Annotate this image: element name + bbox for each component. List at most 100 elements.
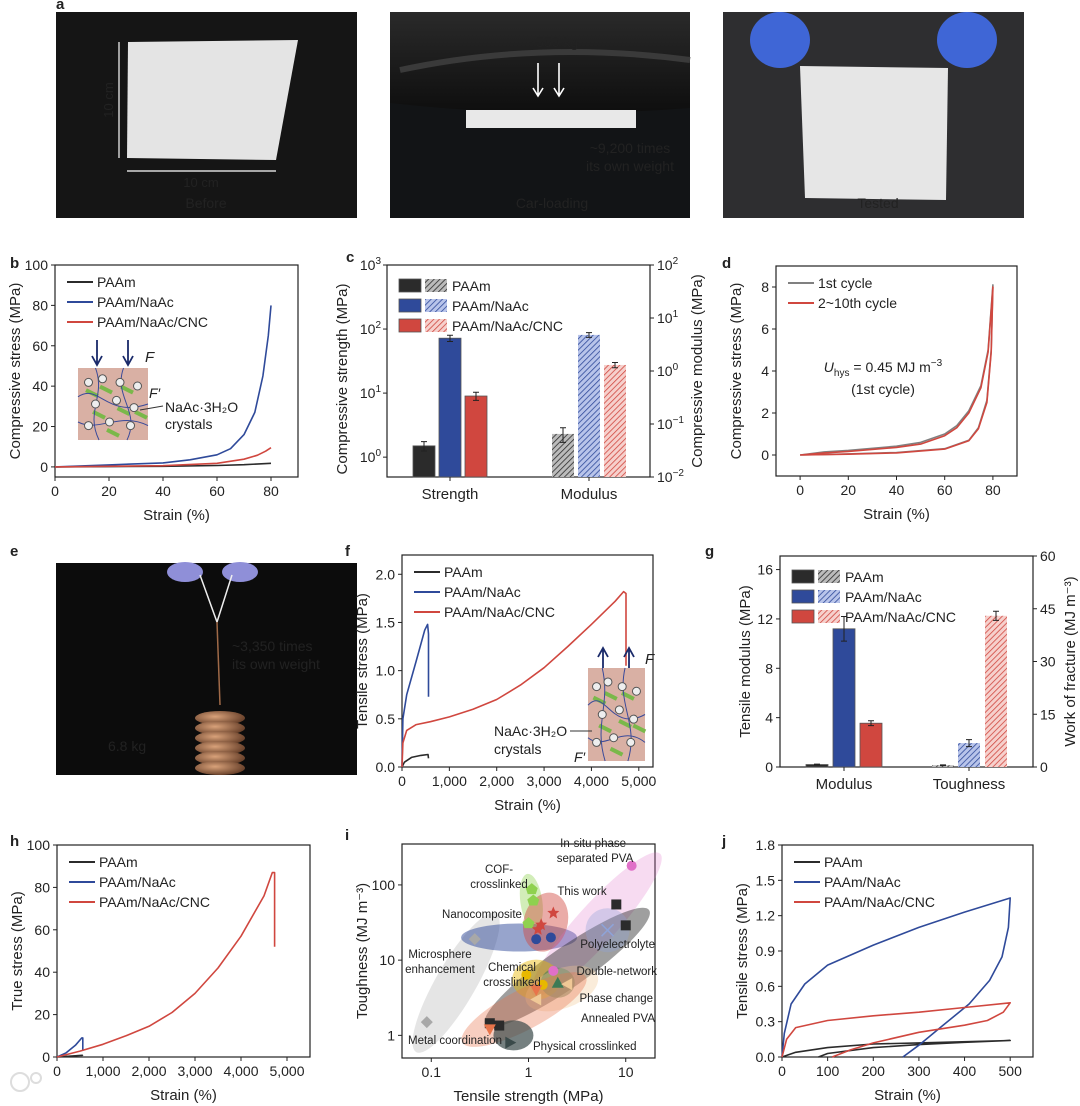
inset-label: NaAc·3H₂O bbox=[494, 723, 567, 739]
photo-caption: Before bbox=[185, 195, 226, 211]
category-label: Toughness bbox=[933, 776, 1006, 793]
cnc-rod bbox=[92, 410, 106, 420]
error-bar bbox=[612, 361, 618, 369]
y-tick-label: 12 bbox=[757, 611, 773, 627]
region-double-network bbox=[484, 907, 650, 1028]
y-tick-label: 1 bbox=[387, 1027, 395, 1043]
bar-toughness-paam-naac bbox=[958, 743, 980, 767]
cnc-rod bbox=[603, 691, 618, 701]
series-line-paam bbox=[781, 1039, 1012, 1058]
y-tick-label: 1.5 bbox=[756, 872, 776, 888]
x-tick-label: 3,000 bbox=[177, 1063, 212, 1079]
y-tick-label: 8 bbox=[765, 660, 773, 676]
crystal-particle bbox=[84, 421, 93, 431]
series-line-paam-naac-cnc bbox=[401, 590, 627, 768]
y2-tick-label: 10−1 bbox=[657, 415, 684, 432]
bar-modulus-paam bbox=[552, 433, 574, 477]
x-tick-label: 300 bbox=[907, 1063, 931, 1079]
crystal-particle bbox=[126, 421, 135, 431]
crystal-particle bbox=[592, 682, 602, 692]
x-axis-label: Strain (%) bbox=[874, 1087, 941, 1104]
data-point bbox=[601, 923, 615, 937]
y2-tick-label: 30 bbox=[1040, 654, 1056, 670]
data-point bbox=[547, 906, 560, 919]
hysteresis-annotation: Uhys = 0.45 MJ m−3 bbox=[824, 358, 943, 379]
y-tick-label: 2 bbox=[761, 405, 769, 421]
cnc-rod bbox=[106, 428, 120, 438]
x-tick-label: 20 bbox=[841, 482, 857, 498]
cnc-rod bbox=[120, 384, 134, 395]
crystal-particle bbox=[626, 737, 636, 747]
y-axis-label: Tensile modulus (MPa) bbox=[737, 585, 754, 738]
data-point bbox=[494, 1020, 505, 1031]
ratio-label: its own weight bbox=[232, 656, 320, 672]
watermark-icon bbox=[30, 1072, 42, 1084]
group-label: Double-network bbox=[576, 966, 657, 978]
y2-axis-label: Work of fracture (MJ m⁻³) bbox=[1062, 576, 1079, 746]
ratio-label: its own weight bbox=[586, 158, 674, 174]
region-microsphere-enhancement bbox=[412, 912, 500, 1053]
panel-label-e: e bbox=[10, 543, 18, 560]
crystal-particle bbox=[112, 395, 121, 405]
x-tick-label: 2,000 bbox=[479, 773, 514, 789]
y-tick-label: 10 bbox=[379, 952, 395, 968]
group-label: Physical crosslinked bbox=[533, 1041, 637, 1053]
load-label: ~550 kg bbox=[528, 34, 578, 50]
y-axis-label: True stress (MPa) bbox=[9, 891, 26, 1010]
photo-tested: Tested bbox=[723, 12, 1024, 218]
x-axis-label: Strain (%) bbox=[494, 797, 561, 814]
legend-swatch-solid bbox=[398, 318, 422, 333]
cnc-rod bbox=[134, 410, 148, 420]
plot-frame bbox=[401, 554, 654, 768]
inset-label: crystals bbox=[165, 416, 212, 432]
series-line-paam-naac-cnc bbox=[781, 1001, 1012, 1058]
x-axis-label: Strain (%) bbox=[863, 506, 930, 523]
group-label: Annealed PVA bbox=[581, 1013, 655, 1025]
plot-frame bbox=[781, 844, 1034, 1058]
error-bar bbox=[421, 441, 427, 452]
crystal-particle bbox=[91, 399, 100, 409]
panel-label-c: c bbox=[346, 249, 354, 266]
data-point bbox=[531, 922, 544, 935]
error-bar bbox=[560, 427, 566, 443]
legend-label: 1st cycle bbox=[818, 275, 873, 291]
y-tick-label: 1.5 bbox=[376, 614, 396, 630]
crystal-particle bbox=[609, 733, 619, 743]
hysteresis-annotation-line2: (1st cycle) bbox=[851, 381, 915, 397]
legend-label: PAAm/NaAc bbox=[824, 874, 901, 890]
y-tick-label: 100 bbox=[25, 257, 49, 273]
y-tick-label: 60 bbox=[32, 338, 48, 354]
legend-label: PAAm/NaAc bbox=[99, 874, 176, 890]
error-bar bbox=[993, 610, 999, 621]
photo-car-loading: ~550 kg ~9,200 times its own weight Car-loa… bbox=[390, 12, 691, 218]
x-tick-label: 20 bbox=[101, 483, 117, 499]
legend-swatch-hatched bbox=[818, 610, 840, 623]
x-tick-label: 1,000 bbox=[85, 1063, 120, 1079]
force-label: F bbox=[645, 651, 655, 668]
x-tick-label: 10 bbox=[618, 1064, 634, 1080]
data-point bbox=[561, 978, 573, 991]
y-tick-label: 20 bbox=[32, 419, 48, 435]
legend-label: PAAm/NaAc/CNC bbox=[824, 894, 935, 910]
mass-label: 6.8 kg bbox=[108, 738, 146, 754]
chart-c: Strength Modulus PAAm PAAm/NaAc PAAm/NaAc/CN… bbox=[334, 256, 706, 503]
y-axis-label: Compressive strength (MPa) bbox=[334, 284, 351, 475]
y2-tick-label: 60 bbox=[1040, 548, 1056, 564]
panel-label-i: i bbox=[345, 827, 349, 844]
group-label: Nanocomposite bbox=[442, 909, 522, 921]
data-point bbox=[505, 1036, 517, 1049]
x-tick-label: 500 bbox=[999, 1063, 1023, 1079]
photo-caption: Tested bbox=[857, 195, 898, 211]
y-tick-label: 100 bbox=[27, 837, 51, 853]
chart-d: 0 20 40 60 80 0 2 4 6 8 Strain (%) Compressive stre… bbox=[728, 265, 1018, 523]
legend-swatch-hatched bbox=[425, 279, 447, 292]
y2-tick-label: 15 bbox=[1040, 706, 1056, 722]
data-point bbox=[521, 969, 532, 980]
group-label: Polyelectrolyte bbox=[580, 939, 655, 951]
group-label: This work bbox=[557, 886, 606, 898]
crystal-particle bbox=[603, 677, 613, 687]
y-tick-label: 40 bbox=[34, 964, 50, 980]
x-tick-label: 0 bbox=[51, 483, 59, 499]
y-tick-label: 100 bbox=[372, 877, 396, 893]
